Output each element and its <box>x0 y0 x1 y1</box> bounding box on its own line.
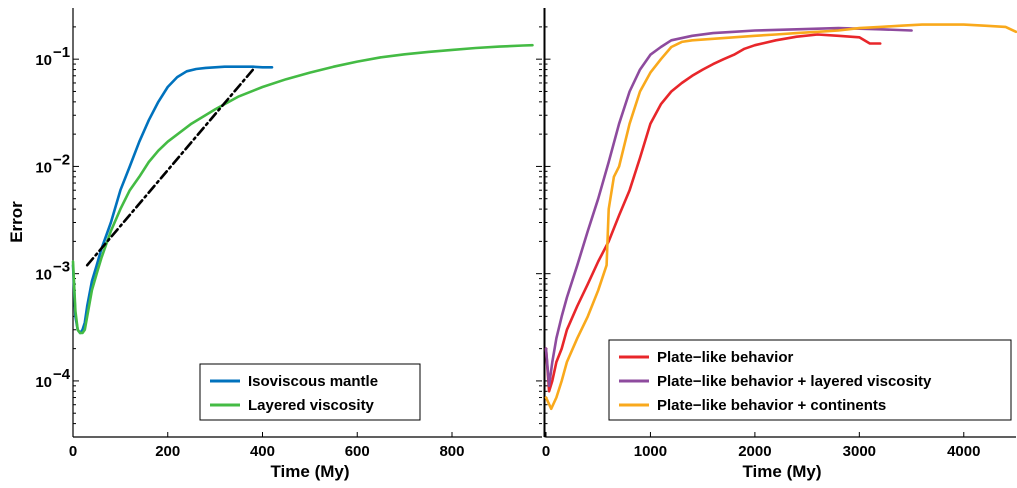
y-tick-label: 10 <box>35 159 52 176</box>
right-legend-label: Plate−like behavior <box>657 349 793 366</box>
right-x-tick-label: 0 <box>542 443 550 460</box>
right-series-line-0 <box>544 33 882 393</box>
left-x-axis-title: Time (My) <box>270 462 349 481</box>
left-series-line-2 <box>85 68 255 267</box>
left-x-tick-label: 400 <box>250 443 275 460</box>
panel-right: 0 1000 2000 3000 4000 Plate−like behaviorPla… <box>542 8 1017 460</box>
right-x-tick-label: 4000 <box>947 443 980 460</box>
right-legend-box <box>608 339 1012 421</box>
right-legend-label: Plate−like behavior + layered viscosity <box>657 373 932 390</box>
right-x-axis-title: Time (My) <box>742 462 821 481</box>
left-legend-label: Isoviscous mantle <box>248 373 378 390</box>
left-legend: Isoviscous mantle Layered viscosity <box>199 363 421 421</box>
left-series <box>71 43 534 335</box>
y-tick-exponent: −4 <box>53 366 71 383</box>
y-tick-exponent: −3 <box>53 259 70 276</box>
left-legend-label: Layered viscosity <box>248 397 375 414</box>
left-x-tick-label: 600 <box>345 443 370 460</box>
left-legend-box <box>199 363 421 421</box>
right-x-tick-label: 1000 <box>634 443 667 460</box>
right-x-tick-label: 2000 <box>738 443 771 460</box>
right-series-line-1 <box>544 26 913 388</box>
right-legend-label: Plate−like behavior + continents <box>657 397 886 414</box>
y-tick-exponent: −1 <box>53 44 70 61</box>
panel-left: 0 200 400 600 800 10−410−310−210−1 Isoviscou… <box>35 8 542 460</box>
left-x-tick-label: 800 <box>439 443 464 460</box>
right-x-ticks: 0 1000 2000 3000 4000 <box>542 432 980 460</box>
right-series <box>544 23 1017 411</box>
right-y-ticks <box>544 26 551 438</box>
right-series-line-2 <box>544 23 1017 411</box>
left-x-tick-label: 0 <box>69 443 77 460</box>
left-x-ticks: 0 200 400 600 800 <box>69 432 465 460</box>
y-tick-exponent: −2 <box>53 151 70 168</box>
y-tick-label: 10 <box>35 267 52 284</box>
y-axis-title: Error <box>7 201 26 243</box>
right-x-tick-label: 3000 <box>843 443 876 460</box>
left-x-tick-label: 200 <box>155 443 180 460</box>
y-tick-label: 10 <box>35 374 52 391</box>
left-y-ticks: 10−410−310−210−1 <box>35 26 542 438</box>
right-legend: Plate−like behavior Plate−like behavior +… <box>608 339 1012 421</box>
left-series-line-1 <box>71 43 534 335</box>
left-series-line-0 <box>71 65 274 335</box>
y-tick-label: 10 <box>35 52 52 69</box>
